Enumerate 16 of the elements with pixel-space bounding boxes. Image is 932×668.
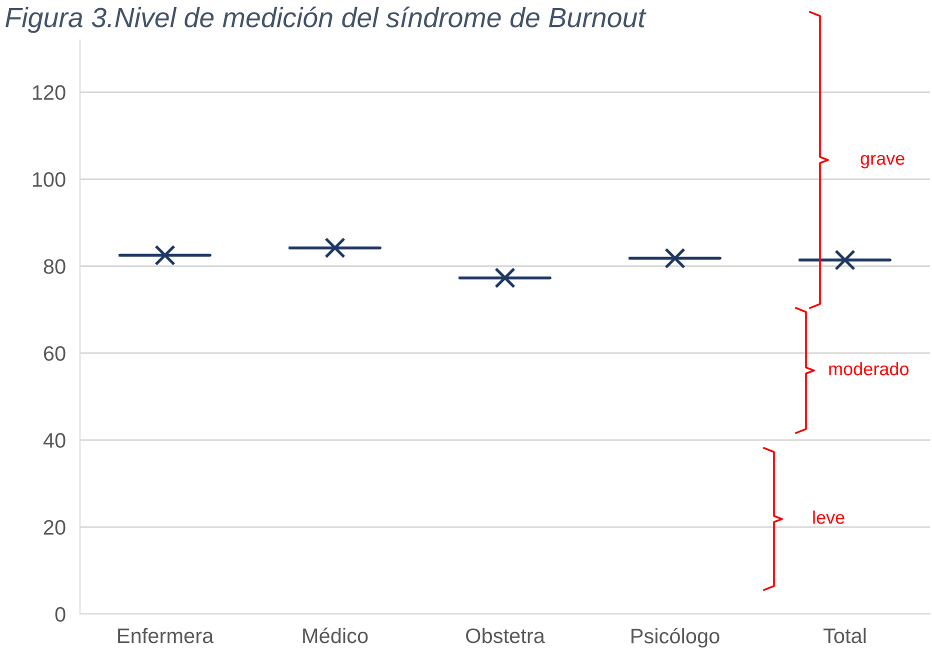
x-tick-label: Total	[823, 628, 866, 644]
y-tick-label: 80	[44, 259, 66, 274]
chart-title: Figura 3.Nivel de medición del síndrome de Burnout	[6, 6, 646, 33]
annotation: leve	[813, 510, 844, 524]
x-tick-label: Obstetra	[466, 628, 545, 644]
y-tick-label: 60	[44, 346, 66, 361]
y-tick-label: 40	[43, 433, 66, 448]
y-tick-label: 0	[55, 607, 66, 622]
y-tick-label: 120	[32, 85, 66, 100]
annotation: grave	[860, 154, 904, 168]
y-tick-label: 100	[32, 172, 66, 187]
annotation: moderado	[829, 362, 909, 376]
x-tick-label: Enfermera	[118, 628, 214, 644]
x-tick-label: Médico	[303, 628, 368, 644]
x-tick-label: Psicólogo	[632, 628, 720, 648]
y-tick-label: 20	[44, 520, 66, 535]
